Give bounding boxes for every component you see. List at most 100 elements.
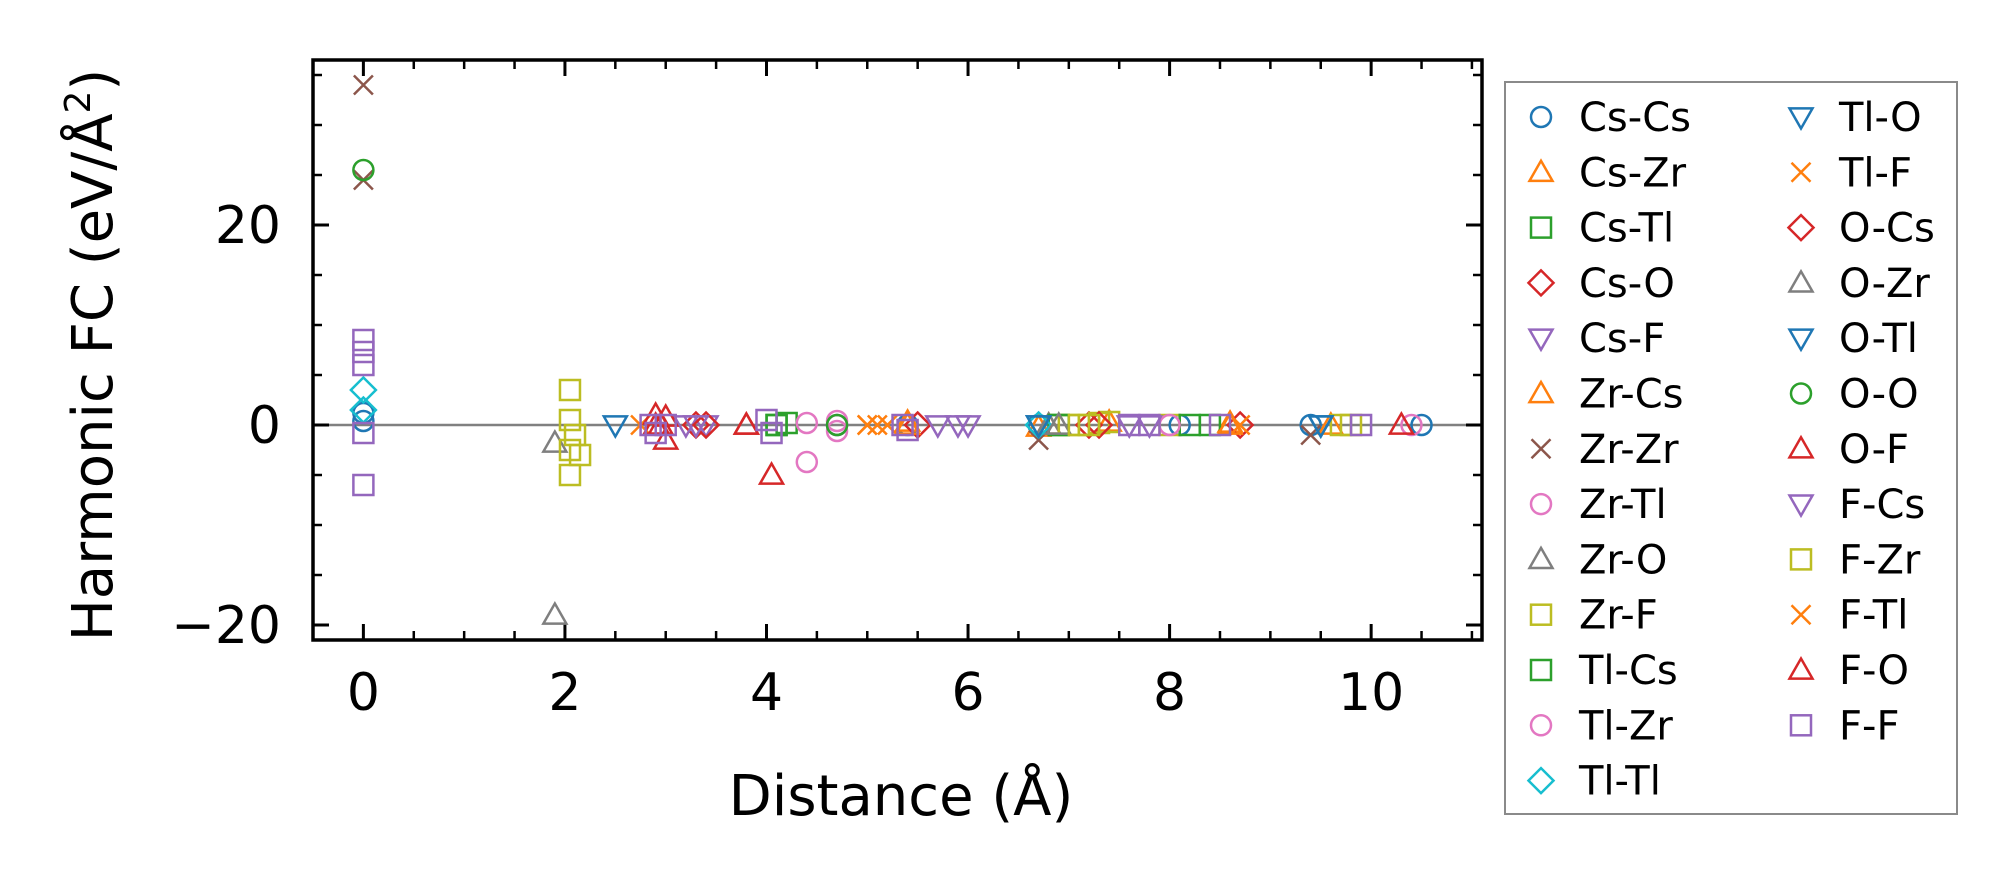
- data-point: [1349, 413, 1373, 437]
- data-point: [795, 450, 819, 474]
- legend-marker: [1529, 714, 1553, 737]
- y-axis-label: Harmonic FC (eV/Å2): [58, 69, 126, 642]
- data-point: [825, 413, 849, 437]
- data-point: [1229, 414, 1251, 436]
- legend-marker: [1790, 161, 1812, 183]
- legend-label: Tl-Zr: [1578, 703, 1673, 749]
- data-point: [795, 411, 819, 435]
- x-tick-label: 4: [750, 663, 783, 723]
- legend-item: Tl-Zr: [1529, 703, 1673, 749]
- y-axis-label-main: Harmonic FC (eV/Å: [60, 113, 126, 641]
- y-tick-label: −20: [171, 596, 281, 656]
- legend-item: Cs-Cs: [1529, 95, 1691, 141]
- legend-marker: [1787, 494, 1815, 519]
- y-axis-label-close: ): [61, 69, 126, 91]
- legend-item: F-F: [1789, 703, 1899, 749]
- legend: Cs-Cs Cs-Zr Cs-Tl Cs-O Cs-F Zr-Cs Zr-Zr Zr-Tl Zr…: [1504, 81, 1958, 815]
- legend-label: Zr-O: [1579, 537, 1667, 583]
- data-point: [349, 375, 378, 405]
- data-point: [1208, 413, 1232, 437]
- legend-marker: [1789, 714, 1813, 737]
- y-tick-label: 0: [248, 396, 281, 456]
- y-axis-label-superscript: 2: [58, 91, 99, 114]
- legend-label: F-Cs: [1839, 482, 1925, 528]
- legend-label: O-Zr: [1839, 261, 1930, 307]
- data-point: [1307, 415, 1335, 440]
- data-point: [1115, 415, 1143, 440]
- legend-marker: [1787, 268, 1815, 293]
- legend-item: F-O: [1787, 648, 1909, 694]
- series-f-tl: [856, 414, 1251, 436]
- legend-label: Zr-Zr: [1579, 427, 1679, 473]
- data-point: [1024, 415, 1053, 440]
- legend-label: F-O: [1839, 648, 1909, 694]
- series-o-zr: [1045, 410, 1073, 435]
- legend-item: O-O: [1789, 372, 1919, 418]
- x-axis-label: Distance (Å): [729, 763, 1074, 829]
- data-point: [352, 340, 375, 364]
- legend-frame: [1504, 81, 1958, 815]
- legend-label: F-Tl: [1839, 593, 1908, 639]
- legend-marker: [1790, 604, 1812, 626]
- legend-item: Tl-O: [1787, 95, 1922, 141]
- data-point: [1135, 415, 1164, 440]
- legend-marker: [1527, 379, 1555, 404]
- legend-label: Tl-Cs: [1578, 648, 1678, 694]
- data-point: [558, 378, 582, 402]
- legend-marker: [1529, 603, 1553, 626]
- data-point: [1387, 410, 1416, 435]
- legend-label: Cs-Cs: [1579, 95, 1691, 141]
- data-point: [1410, 413, 1433, 437]
- data-point: [352, 328, 375, 352]
- legend-item: Tl-Tl: [1526, 759, 1661, 805]
- legend-marker: [1529, 216, 1553, 239]
- legend-label: F-F: [1839, 703, 1899, 749]
- legend-item: Tl-Cs: [1529, 648, 1678, 694]
- data-point: [1400, 413, 1423, 437]
- legend-label: Zr-Tl: [1579, 482, 1667, 528]
- legend-item: O-F: [1787, 427, 1909, 473]
- data-point: [866, 414, 888, 436]
- legend-item: Zr-O: [1527, 537, 1667, 583]
- legend-marker: [1787, 107, 1815, 132]
- legend-item: F-Zr: [1789, 537, 1921, 583]
- legend-item: Tl-F: [1790, 150, 1912, 196]
- data-point: [760, 421, 783, 445]
- legend-label: F-Zr: [1839, 537, 1921, 583]
- legend-label: Zr-F: [1579, 593, 1658, 639]
- legend-marker: [1787, 434, 1815, 459]
- series-f-f: [352, 328, 1373, 497]
- legend-label: O-F: [1839, 427, 1909, 473]
- series-o-cs: [691, 410, 1114, 440]
- axes: 0 2 4 6 8 10 −20 0 20: [171, 58, 1484, 723]
- legend-marker: [1789, 382, 1813, 405]
- legend-item: Cs-O: [1526, 261, 1675, 307]
- legend-marker: [1529, 492, 1553, 516]
- legend-item: O-Cs: [1786, 206, 1935, 252]
- legend-label: Cs-Zr: [1579, 150, 1687, 196]
- plot-area: [313, 60, 1482, 640]
- legend-item: Cs-F: [1527, 316, 1665, 362]
- series-f-cs: [682, 415, 1164, 440]
- legend-marker: [1529, 658, 1553, 682]
- data-point: [558, 463, 582, 487]
- data-point: [352, 473, 375, 497]
- legend-item: Cs-Zr: [1527, 150, 1687, 196]
- data-point: [601, 415, 629, 440]
- legend-item: F-Tl: [1790, 593, 1908, 639]
- legend-marker: [1526, 268, 1556, 298]
- data-points: [349, 74, 1433, 625]
- legend-label: Cs-O: [1579, 261, 1675, 307]
- legend-label: Tl-O: [1838, 95, 1922, 141]
- x-tick-label: 0: [347, 663, 380, 723]
- legend-item: Zr-F: [1529, 593, 1658, 639]
- legend-marker: [1527, 158, 1555, 183]
- legend-label: Zr-Cs: [1579, 372, 1684, 418]
- legend-label: Tl-F: [1838, 150, 1912, 196]
- x-tick-label: 6: [951, 663, 984, 723]
- data-point: [652, 425, 680, 450]
- legend-item: Zr-Zr: [1530, 427, 1679, 473]
- series-o-o: [352, 158, 849, 437]
- legend-marker: [1527, 545, 1555, 570]
